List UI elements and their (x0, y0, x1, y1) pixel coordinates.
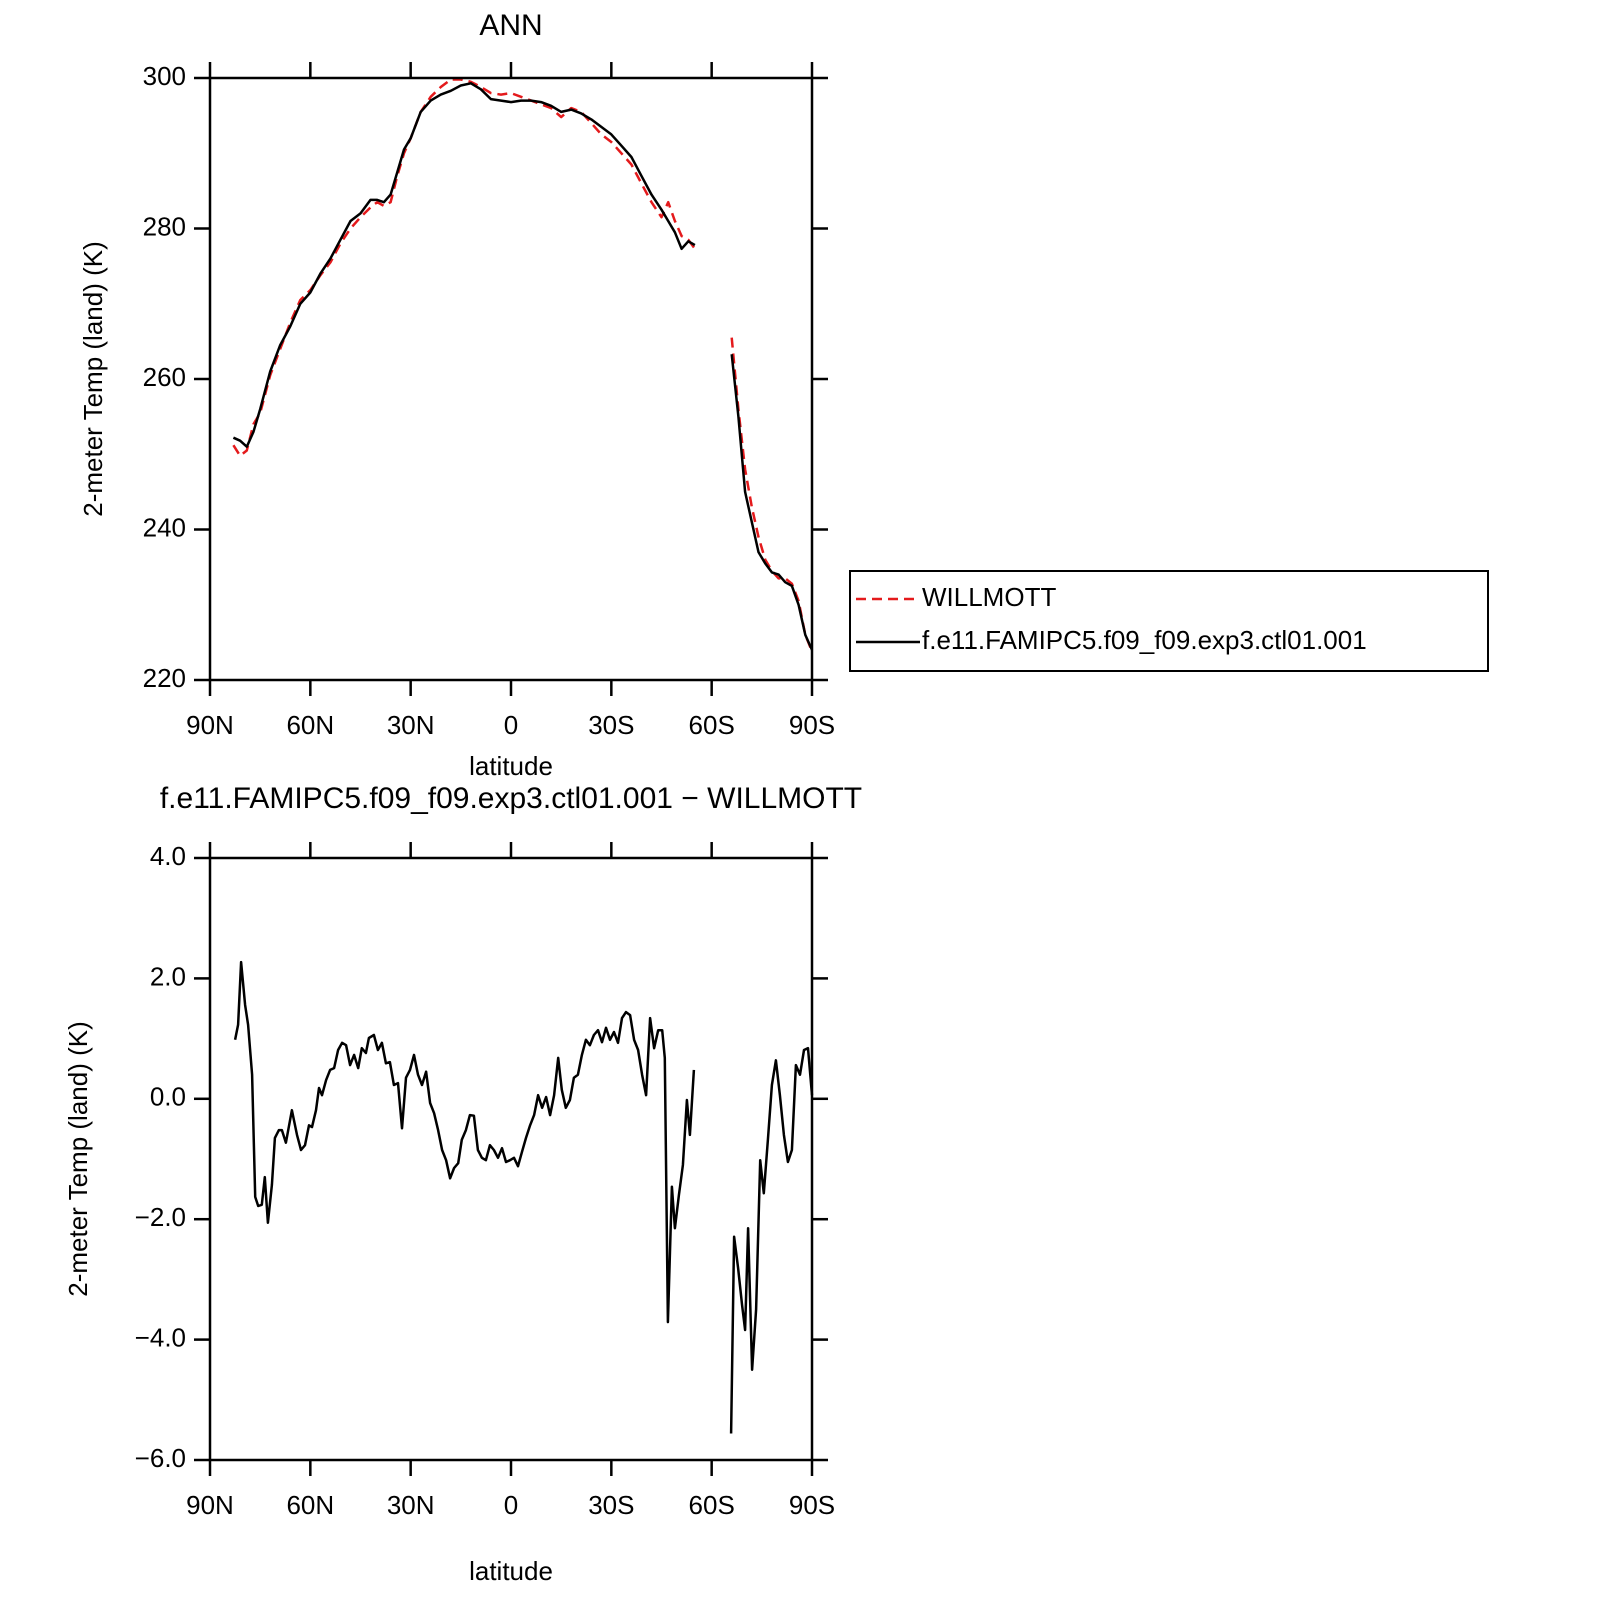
data-line (232, 78, 814, 652)
x-tick-label: 0 (504, 1490, 518, 1520)
legend-label: f.e11.FAMIPC5.f09_f09.exp3.ctl01.001 (922, 625, 1367, 655)
y-axis-title: 2-meter Temp (land) (K) (78, 241, 108, 517)
x-tick-label: 30S (588, 710, 634, 740)
y-tick-label: −2.0 (135, 1202, 186, 1232)
y-tick-label: 280 (143, 211, 186, 241)
y-tick-label: 4.0 (150, 841, 186, 871)
y-tick-label: −6.0 (135, 1443, 186, 1473)
x-axis-title: latitude (469, 751, 553, 781)
plot-frame (208, 856, 814, 1462)
x-tick-label: 30S (588, 1490, 634, 1520)
y-tick-label: −4.0 (135, 1322, 186, 1352)
x-tick-label: 60S (689, 1490, 735, 1520)
y-tick-label: 220 (143, 663, 186, 693)
x-tick-label: 90N (186, 1490, 234, 1520)
y-tick-label: 0.0 (150, 1082, 186, 1112)
x-tick-label: 90S (789, 710, 835, 740)
x-tick-label: 60N (286, 1490, 334, 1520)
y-tick-label: 240 (143, 512, 186, 542)
x-tick-label: 30N (387, 1490, 435, 1520)
x-axis-title: latitude (469, 1556, 553, 1586)
x-tick-label: 90N (186, 710, 234, 740)
x-tick-label: 30N (387, 710, 435, 740)
data-line (233, 960, 814, 1434)
legend: WILLMOTT f.e11.FAMIPC5.f09_f09.exp3.ctl01… (849, 570, 1489, 672)
x-tick-label: 90S (789, 1490, 835, 1520)
y-tick-label: 2.0 (150, 961, 186, 991)
legend-box (849, 570, 1489, 672)
y-tick-label: 260 (143, 362, 186, 392)
chart-title: ANN (479, 9, 542, 42)
x-tick-label: 0 (504, 710, 518, 740)
y-tick-label: 300 (143, 61, 186, 91)
data-line (232, 82, 814, 651)
legend-label: WILLMOTT (922, 582, 1056, 612)
y-axis-title: 2-meter Temp (land) (K) (63, 1021, 93, 1297)
x-tick-label: 60S (689, 710, 735, 740)
plot-frame (208, 76, 814, 682)
x-tick-label: 60N (286, 710, 334, 740)
chart-title: f.e11.FAMIPC5.f09_f09.exp3.ctl01.001 − W… (160, 782, 862, 815)
